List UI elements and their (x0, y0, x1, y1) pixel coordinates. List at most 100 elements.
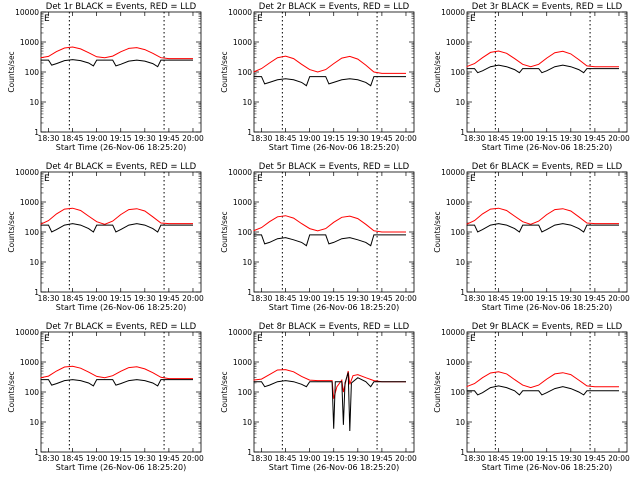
x-tick-label: 19:45 (371, 454, 393, 463)
events-series-line (40, 59, 193, 68)
x-tick-label: 20:00 (608, 134, 630, 143)
y-tick-label: 100 (25, 388, 40, 397)
x-tick-label: 20:00 (182, 134, 204, 143)
x-axis-label: Start Time (26-Nov-06 18:25:20) (56, 303, 186, 312)
y-tick-label: 1 (460, 128, 465, 137)
x-tick-label: 19:45 (371, 294, 393, 303)
y-tick-label: 1 (34, 128, 39, 137)
y-tick-label: 10000 (441, 8, 465, 17)
panel-title: Det 1r BLACK = Events, RED = LLD (46, 2, 197, 12)
x-tick-label: 20:00 (608, 454, 630, 463)
y-tick-label: 10000 (441, 168, 465, 177)
y-tick-label: 10000 (15, 168, 39, 177)
y-tick-label: 10000 (15, 328, 39, 337)
y-tick-label: 10 (455, 98, 465, 107)
plot-frame (40, 171, 202, 293)
x-tick-label: 18:30 (38, 454, 60, 463)
y-tick-label: 1000 (20, 198, 39, 207)
lld-series-line (40, 207, 193, 225)
x-tick-label: 19:30 (134, 134, 156, 143)
y-axis-label: Counts/sec (433, 211, 442, 252)
x-tick-label: 18:30 (38, 134, 60, 143)
panel-title: Det 6r BLACK = Events, RED = LLD (472, 162, 623, 172)
x-tick-label: 18:30 (464, 294, 486, 303)
y-tick-label: 1 (247, 288, 252, 297)
x-tick-label: 18:45 (488, 294, 510, 303)
panel-title: Det 7r BLACK = Events, RED = LLD (46, 322, 197, 332)
y-tick-label: 100 (451, 68, 466, 77)
x-tick-label: 19:15 (323, 454, 345, 463)
x-tick-label: 19:15 (536, 294, 558, 303)
events-series-line (466, 223, 619, 233)
detector-panel: Det 2r BLACK = Events, RED = LLD 1 10 100 10… (220, 2, 417, 152)
y-tick-label: 10 (29, 98, 39, 107)
subplot-letter: E (44, 14, 50, 24)
panel-title: Det 3r BLACK = Events, RED = LLD (472, 2, 623, 12)
x-tick-label: 20:00 (608, 294, 630, 303)
y-tick-label: 1 (460, 448, 465, 457)
x-tick-label: 18:30 (251, 294, 273, 303)
x-tick-label: 19:15 (536, 134, 558, 143)
x-axis-label: Start Time (26-Nov-06 18:25:20) (56, 463, 186, 472)
subplot-letter: E (44, 174, 50, 184)
x-tick-label: 19:00 (299, 454, 321, 463)
x-tick-label: 19:00 (86, 294, 108, 303)
y-tick-label: 1000 (233, 358, 252, 367)
events-series-line (40, 223, 193, 233)
subplot-letter: E (44, 334, 50, 344)
detector-panel: Det 1r BLACK = Events, RED = LLD 1 10 100 10… (7, 2, 204, 152)
x-tick-label: 19:45 (158, 454, 180, 463)
y-tick-label: 1 (247, 448, 252, 457)
y-axis-label: Counts/sec (7, 51, 16, 92)
panel-title: Det 2r BLACK = Events, RED = LLD (259, 2, 410, 12)
x-tick-label: 19:15 (110, 454, 132, 463)
lld-series-line (466, 207, 619, 225)
detector-panel: Det 3r BLACK = Events, RED = LLD 1 10 100 10… (433, 2, 630, 152)
x-axis-label: Start Time (26-Nov-06 18:25:20) (269, 463, 399, 472)
y-tick-label: 1000 (233, 38, 252, 47)
subplot-letter: E (257, 334, 263, 344)
y-axis-label: Counts/sec (220, 371, 229, 412)
y-axis-label: Counts/sec (433, 371, 442, 412)
x-axis-label: Start Time (26-Nov-06 18:25:20) (482, 303, 612, 312)
detector-panel: Det 6r BLACK = Events, RED = LLD 1 10 100 10… (433, 162, 630, 312)
lld-series-line (40, 365, 193, 380)
y-tick-label: 1000 (446, 38, 465, 47)
detector-panel: Det 7r BLACK = Events, RED = LLD 1 10 100 10… (7, 322, 204, 472)
y-tick-label: 1 (34, 288, 39, 297)
lld-series-line (253, 55, 406, 74)
events-series-line (253, 76, 406, 87)
x-tick-label: 19:00 (299, 134, 321, 143)
x-tick-label: 19:00 (86, 134, 108, 143)
x-axis-label: Start Time (26-Nov-06 18:25:20) (56, 143, 186, 152)
events-series-line (253, 234, 406, 247)
plot-frame (40, 11, 202, 133)
x-tick-label: 19:30 (560, 294, 582, 303)
plot-frame (253, 331, 415, 453)
plot-frame (40, 331, 202, 453)
x-tick-label: 18:45 (488, 134, 510, 143)
y-tick-label: 10000 (15, 8, 39, 17)
y-tick-label: 100 (25, 228, 40, 237)
plot-frame (466, 171, 628, 293)
y-tick-label: 1 (460, 288, 465, 297)
x-tick-label: 18:45 (62, 294, 84, 303)
y-tick-label: 1000 (233, 198, 252, 207)
x-axis-label: Start Time (26-Nov-06 18:25:20) (269, 143, 399, 152)
lld-series-line (466, 371, 619, 389)
lld-series-line (40, 46, 193, 60)
y-tick-label: 100 (238, 228, 253, 237)
x-tick-label: 19:00 (299, 294, 321, 303)
x-tick-label: 19:30 (560, 134, 582, 143)
subplot-letter: E (470, 174, 476, 184)
x-tick-label: 19:15 (323, 294, 345, 303)
x-tick-label: 18:45 (275, 454, 297, 463)
y-axis-label: Counts/sec (220, 51, 229, 92)
x-tick-label: 19:15 (110, 294, 132, 303)
y-tick-label: 100 (451, 388, 466, 397)
events-series-line (466, 385, 619, 396)
x-tick-label: 18:45 (275, 294, 297, 303)
y-tick-label: 10000 (441, 328, 465, 337)
y-tick-label: 10 (29, 258, 39, 267)
